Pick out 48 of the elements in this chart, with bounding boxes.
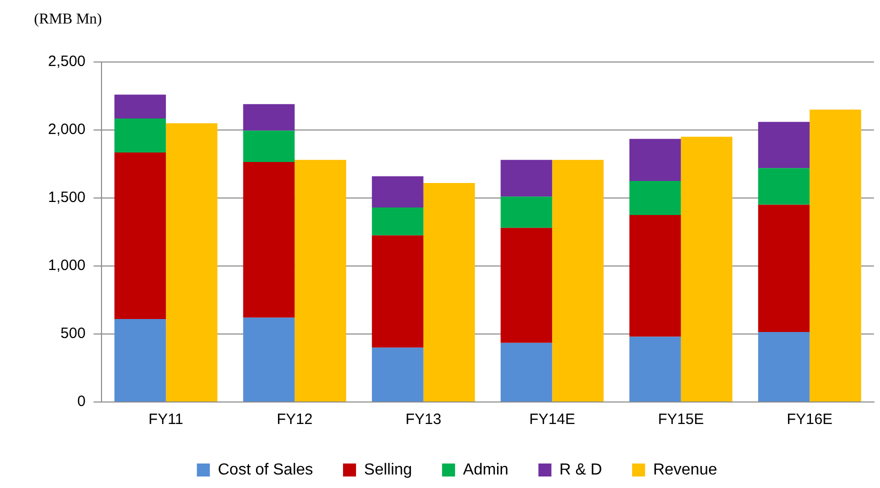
bar xyxy=(810,110,862,402)
bar xyxy=(629,181,681,215)
bar xyxy=(680,136,732,402)
y-tick-label: 2,500 xyxy=(48,53,86,70)
legend-label: Admin xyxy=(463,461,508,478)
bar xyxy=(500,160,552,197)
bar xyxy=(500,228,552,343)
y-tick-label: 1,000 xyxy=(48,257,86,274)
bar xyxy=(243,162,295,318)
legend-label: R & D xyxy=(559,461,602,478)
bar xyxy=(114,94,166,118)
x-tick-label: FY11 xyxy=(148,411,184,428)
legend-label: Revenue xyxy=(653,461,718,478)
y-tick-label: 500 xyxy=(60,325,86,342)
bar xyxy=(500,342,552,402)
bar xyxy=(372,176,424,208)
bar xyxy=(758,168,810,205)
bar xyxy=(629,138,681,181)
bar xyxy=(629,215,681,337)
y-axis-title: (RMB Mn) xyxy=(34,11,102,28)
bar xyxy=(423,183,475,402)
x-tick-label: FY12 xyxy=(276,411,313,428)
bar xyxy=(372,348,424,402)
bar xyxy=(166,123,218,402)
bar xyxy=(243,318,295,402)
bar xyxy=(294,160,346,402)
bar xyxy=(758,332,810,402)
bar xyxy=(114,319,166,402)
x-tick-label: FY13 xyxy=(405,411,442,428)
bar xyxy=(114,118,166,152)
y-tick-label: 1,500 xyxy=(48,189,86,206)
bar xyxy=(372,235,424,348)
y-tick-label: 0 xyxy=(77,393,86,410)
bar xyxy=(500,196,552,228)
bar xyxy=(758,204,810,332)
x-tick-label: FY14E xyxy=(529,411,576,428)
bar xyxy=(552,160,604,402)
bar xyxy=(372,208,424,236)
bar xyxy=(629,336,681,402)
x-tick-label: FY16E xyxy=(786,411,833,428)
bar xyxy=(243,104,295,131)
bar xyxy=(243,130,295,162)
bar xyxy=(114,152,166,320)
x-tick-label: FY15E xyxy=(658,411,704,428)
legend-label: Selling xyxy=(364,461,412,478)
y-tick-label: 2,000 xyxy=(48,121,86,138)
bar xyxy=(758,122,810,168)
legend-label: Cost of Sales xyxy=(218,461,314,478)
